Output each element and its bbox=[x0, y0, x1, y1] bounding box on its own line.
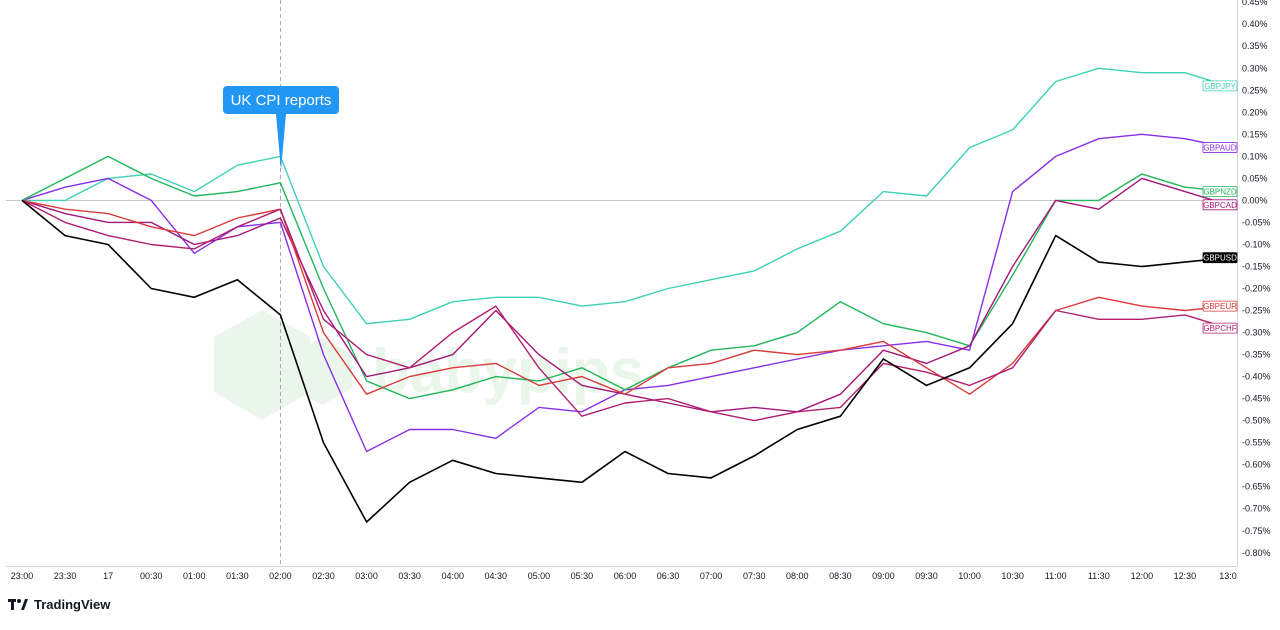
y-tick-label: -0.70% bbox=[1242, 504, 1271, 514]
y-tick-label: -0.20% bbox=[1242, 284, 1271, 294]
series-tag-box bbox=[1202, 300, 1238, 312]
series-tag-label: GBPJPY bbox=[1204, 82, 1236, 91]
series-line-gbpjpy bbox=[22, 67, 1229, 325]
x-tick-label: 07:30 bbox=[743, 571, 766, 581]
series-tag-gbpeur: GBPEUR bbox=[1202, 300, 1238, 312]
series-tag-label: GBPCHF bbox=[1203, 324, 1236, 333]
y-tick-label: 0.45% bbox=[1242, 0, 1268, 7]
y-tick-label: -0.60% bbox=[1242, 460, 1271, 470]
tradingview-brand: TradingView bbox=[8, 597, 110, 612]
x-tick-label: 03:00 bbox=[355, 571, 378, 581]
x-tick-label: 11:00 bbox=[1045, 571, 1067, 581]
x-tick-label: 13:0 bbox=[1219, 571, 1237, 581]
y-tick-label: -0.15% bbox=[1242, 261, 1271, 271]
x-tick-label: 10:30 bbox=[1001, 571, 1024, 581]
x-tick-label: 05:00 bbox=[528, 571, 551, 581]
y-tick-label: 0.30% bbox=[1242, 63, 1268, 73]
y-tick-label: -0.80% bbox=[1242, 548, 1271, 558]
watermark-text: babypips bbox=[372, 337, 644, 406]
y-tick-label: -0.45% bbox=[1242, 394, 1271, 404]
series-tag-label: GBPEUR bbox=[1203, 302, 1237, 311]
x-tick-label: 12:00 bbox=[1131, 571, 1154, 581]
series-tag-gbpchf: GBPCHF bbox=[1202, 322, 1238, 334]
y-tick-label: -0.05% bbox=[1242, 217, 1271, 227]
y-tick-label: 0.20% bbox=[1242, 107, 1268, 117]
series-tag-label: GBPCAD bbox=[1203, 201, 1237, 210]
series-tag-gbpusd: GBPUSD bbox=[1202, 252, 1238, 264]
y-tick-label: -0.50% bbox=[1242, 416, 1271, 426]
x-tick-label: 04:30 bbox=[485, 571, 508, 581]
series-tag-gbpaud: GBPAUD bbox=[1202, 142, 1238, 153]
watermark-hexagon-left bbox=[214, 310, 310, 420]
series-line-gbpchf bbox=[21, 199, 1229, 422]
x-tick-label: 03:30 bbox=[398, 571, 421, 581]
series-tag-gbpjpy: GBPJPY bbox=[1202, 80, 1238, 92]
y-tick-label: 0.40% bbox=[1242, 19, 1268, 29]
y-tick-label: 0.35% bbox=[1242, 41, 1268, 51]
x-tick-label: 09:30 bbox=[915, 571, 938, 581]
x-tick-label: 11:30 bbox=[1088, 571, 1110, 581]
y-tick-label: -0.25% bbox=[1242, 306, 1271, 316]
series-tag-label: GBPUSD bbox=[1203, 254, 1237, 263]
x-tick-label: 10:00 bbox=[958, 571, 981, 581]
series-tag-box bbox=[1202, 252, 1238, 264]
series-tag-label: GBPNZD bbox=[1203, 188, 1237, 197]
y-tick-label: -0.75% bbox=[1242, 526, 1271, 536]
x-tick-label: 02:30 bbox=[312, 571, 335, 581]
x-tick-label: 06:00 bbox=[614, 571, 637, 581]
x-tick-label: 23:30 bbox=[54, 571, 77, 581]
x-tick-label: 08:30 bbox=[829, 571, 852, 581]
series-line-gbpusd bbox=[21, 199, 1229, 523]
y-axis: 0.45% 0.40% 0.35% 0.30% 0.25% 0.20% 0.15% 0.10%… bbox=[1242, 0, 1271, 558]
y-tick-label: 0.25% bbox=[1242, 85, 1268, 95]
series-line-gbpeur bbox=[21, 199, 1229, 395]
x-tick-label: 09:00 bbox=[872, 571, 895, 581]
x-tick-label: 06:30 bbox=[657, 571, 680, 581]
callout-pointer bbox=[276, 114, 286, 170]
series-tags: GBPJPY GBPAUD GBPNZD GBPCAD GBPUSD GBPEUR GBPC… bbox=[1202, 80, 1238, 334]
series-tag-gbpnzd: GBPNZD bbox=[1202, 186, 1238, 198]
x-tick-label: 08:00 bbox=[786, 571, 809, 581]
x-tick-label: 17 bbox=[103, 571, 113, 581]
x-tick-label: 00:30 bbox=[140, 571, 163, 581]
x-tick-label: 01:00 bbox=[183, 571, 206, 581]
babypips-watermark: babypips bbox=[214, 310, 644, 420]
x-tick-label: 01:30 bbox=[226, 571, 249, 581]
watermark-hexagon-right bbox=[292, 337, 352, 405]
series-line-gbpnzd bbox=[21, 155, 1229, 400]
series-layer bbox=[21, 67, 1229, 523]
y-tick-label: 0.10% bbox=[1242, 151, 1268, 161]
tradingview-logo-icon bbox=[8, 599, 28, 610]
y-tick-label: -0.10% bbox=[1242, 239, 1271, 249]
y-tick-label: 0.15% bbox=[1242, 129, 1268, 139]
callout-label: UK CPI reports bbox=[231, 92, 332, 109]
x-axis: 23:00 23:30 17 00:30 01:00 01:30 02:00 02:30 03:… bbox=[11, 571, 1237, 581]
x-tick-label: 12:30 bbox=[1174, 571, 1197, 581]
series-tag-box bbox=[1202, 199, 1238, 211]
series-tag-box bbox=[1202, 322, 1238, 334]
x-tick-label: 05:30 bbox=[571, 571, 594, 581]
callout-box bbox=[223, 86, 339, 114]
y-tick-label: -0.30% bbox=[1242, 328, 1271, 338]
series-tag-box bbox=[1202, 142, 1238, 153]
tradingview-wordmark: TradingView bbox=[34, 597, 111, 612]
series-tag-label: GBPAUD bbox=[1203, 144, 1236, 153]
x-tick-label: 04:00 bbox=[441, 571, 464, 581]
x-tick-label: 23:00 bbox=[11, 571, 34, 581]
y-tick-label: -0.65% bbox=[1242, 482, 1271, 492]
series-tag-gbpcad: GBPCAD bbox=[1202, 199, 1238, 211]
y-tick-label: -0.55% bbox=[1242, 438, 1271, 448]
y-tick-label: -0.40% bbox=[1242, 372, 1271, 382]
series-tag-box bbox=[1202, 186, 1238, 198]
x-tick-label: 07:00 bbox=[700, 571, 723, 581]
y-tick-label: 0.05% bbox=[1242, 173, 1268, 183]
y-tick-label: 0.00% bbox=[1242, 195, 1268, 205]
x-tick-label: 02:00 bbox=[269, 571, 292, 581]
ui-cpi-callout: UK CPI reports bbox=[223, 86, 339, 170]
series-tag-box bbox=[1202, 80, 1238, 92]
y-tick-label: -0.35% bbox=[1242, 350, 1271, 360]
